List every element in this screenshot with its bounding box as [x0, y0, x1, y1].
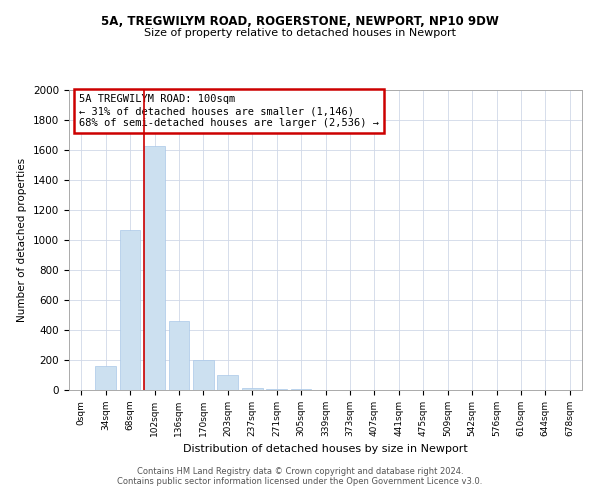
X-axis label: Distribution of detached houses by size in Newport: Distribution of detached houses by size … [183, 444, 468, 454]
Bar [119, 230, 140, 390]
Bar [169, 321, 190, 390]
Bar [290, 389, 311, 390]
Text: Contains HM Land Registry data © Crown copyright and database right 2024.: Contains HM Land Registry data © Crown c… [137, 467, 463, 476]
Text: Size of property relative to detached houses in Newport: Size of property relative to detached ho… [144, 28, 456, 38]
Bar [193, 360, 214, 390]
Text: 5A TREGWILYM ROAD: 100sqm
← 31% of detached houses are smaller (1,146)
68% of se: 5A TREGWILYM ROAD: 100sqm ← 31% of detac… [79, 94, 379, 128]
Bar [266, 388, 287, 390]
Bar [95, 366, 116, 390]
Bar [217, 375, 238, 390]
Bar [242, 388, 263, 390]
Bar [144, 146, 165, 390]
Y-axis label: Number of detached properties: Number of detached properties [17, 158, 28, 322]
Text: Contains public sector information licensed under the Open Government Licence v3: Contains public sector information licen… [118, 477, 482, 486]
Text: 5A, TREGWILYM ROAD, ROGERSTONE, NEWPORT, NP10 9DW: 5A, TREGWILYM ROAD, ROGERSTONE, NEWPORT,… [101, 15, 499, 28]
